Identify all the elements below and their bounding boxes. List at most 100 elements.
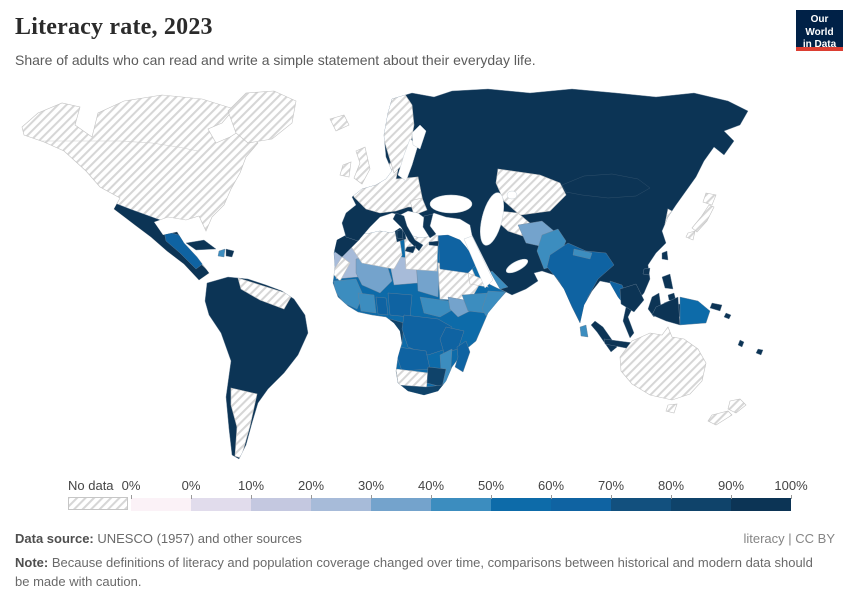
legend-tick-label: 80% <box>657 478 685 493</box>
legend-segment-c6[interactable] <box>431 498 491 511</box>
legend-segment-c11[interactable] <box>731 498 791 511</box>
region-madagascar[interactable] <box>454 340 471 373</box>
legend-no-data[interactable]: No data <box>68 478 128 510</box>
region-taiwan[interactable] <box>661 250 669 261</box>
region-kazakhstan[interactable] <box>495 168 567 216</box>
region-ghana[interactable] <box>375 296 389 316</box>
legend-segment-c8[interactable] <box>551 498 611 511</box>
legend-tick-label: 30% <box>357 478 385 493</box>
region-fiji[interactable] <box>755 348 764 356</box>
legend-tick-label: 100% <box>774 478 808 493</box>
legend-tick <box>251 495 252 499</box>
legend-segment-c3[interactable] <box>251 498 311 511</box>
chart-note-text: Because definitions of literacy and popu… <box>15 555 813 589</box>
region-japan-hokkaido[interactable] <box>702 192 717 206</box>
region-new-zealand-north[interactable] <box>727 398 747 414</box>
legend-tick <box>791 495 792 499</box>
owid-logo-line2: in Data <box>802 39 837 50</box>
region-sri-lanka[interactable] <box>579 324 589 338</box>
license-link[interactable]: literacy | CC BY <box>743 531 835 546</box>
legend-tick <box>491 495 492 499</box>
legend-tick <box>191 495 192 499</box>
region-central-african-republic[interactable] <box>419 296 455 318</box>
region-japan-kyushu[interactable] <box>685 230 696 241</box>
page-title: Literacy rate, 2023 <box>15 14 213 40</box>
region-solomon-islands[interactable] <box>723 312 732 320</box>
legend-tick-label: 90% <box>717 478 745 493</box>
aral-sea <box>506 190 518 200</box>
legend-segment-c2[interactable] <box>191 498 251 511</box>
region-haiti[interactable] <box>217 248 226 258</box>
legend-color-scale: 0% 0% 10% 20% 30% 40% 50% 60% 70% 80% 90… <box>122 478 808 511</box>
region-cuba[interactable] <box>185 239 217 251</box>
region-cote-divoire[interactable] <box>357 292 377 314</box>
region-ireland[interactable] <box>339 161 352 178</box>
region-japan-honshu[interactable] <box>691 204 715 233</box>
legend-tick <box>371 495 372 499</box>
persian-gulf <box>505 258 529 274</box>
legend-segment-c5[interactable] <box>371 498 431 511</box>
region-argentina[interactable] <box>230 387 258 459</box>
data-source: Data source: UNESCO (1957) and other sou… <box>15 531 302 546</box>
region-india[interactable] <box>546 242 615 324</box>
legend-tick <box>431 495 432 499</box>
legend-tick <box>671 495 672 499</box>
legend-segment-c1[interactable] <box>131 498 191 511</box>
region-australia[interactable] <box>619 326 707 401</box>
map-legend: No data 0% 0% 10% 20% 30% 40% 50% 60% 70… <box>68 478 808 518</box>
region-greenland[interactable] <box>227 90 297 144</box>
caspian-sea <box>480 192 504 246</box>
black-sea <box>429 194 473 214</box>
legend-segment-c7[interactable] <box>491 498 551 511</box>
region-western-sahara[interactable] <box>332 256 351 282</box>
region-new-zealand-south[interactable] <box>707 410 733 426</box>
legend-tick-label: 60% <box>537 478 565 493</box>
region-crete[interactable] <box>428 240 440 247</box>
legend-tick-label: 20% <box>297 478 325 493</box>
region-greece[interactable] <box>422 213 437 239</box>
mongolia-border <box>561 173 651 199</box>
legend-tick-labels: 0% 0% 10% 20% 30% 40% 50% 60% 70% 80% 90… <box>122 478 808 495</box>
legend-tick <box>731 495 732 499</box>
legend-tick-label: 0% <box>181 478 201 493</box>
region-united-kingdom[interactable] <box>353 146 371 185</box>
region-balkans-west[interactable] <box>409 197 428 216</box>
world-map <box>0 85 850 470</box>
legend-segment-c10[interactable] <box>671 498 731 511</box>
page-subtitle: Share of adults who can read and write a… <box>15 52 536 68</box>
region-nigeria[interactable] <box>387 292 413 318</box>
region-tasmania[interactable] <box>665 403 678 414</box>
world-map-svg <box>21 88 764 460</box>
region-venezuela-guyanas[interactable] <box>237 277 293 310</box>
owid-logo[interactable]: Our World in Data <box>796 10 843 51</box>
region-sardinia[interactable] <box>396 228 404 240</box>
red-sea <box>463 235 494 289</box>
gulf-of-bothnia <box>411 124 427 150</box>
legend-tick-label: 50% <box>477 478 505 493</box>
legend-tick-label: 70% <box>597 478 625 493</box>
region-dominican-republic[interactable] <box>225 248 235 258</box>
region-hainan[interactable] <box>642 267 651 276</box>
region-borneo[interactable] <box>619 283 645 313</box>
region-nepal[interactable] <box>572 248 593 260</box>
region-south-america[interactable] <box>204 276 309 460</box>
region-iceland[interactable] <box>329 114 350 132</box>
region-vanuatu[interactable] <box>737 339 745 348</box>
region-sicily[interactable] <box>404 245 417 254</box>
legend-segment-c9[interactable] <box>611 498 671 511</box>
us-canada-border <box>28 140 199 152</box>
region-italy[interactable] <box>392 212 424 252</box>
legend-tick <box>611 495 612 499</box>
legend-strip <box>131 495 792 511</box>
region-korea[interactable] <box>664 208 680 233</box>
region-papua-new-guinea-east[interactable] <box>679 296 711 326</box>
region-gabon-congo[interactable] <box>386 318 405 346</box>
region-sumatra[interactable] <box>590 320 618 353</box>
region-drc[interactable] <box>401 314 453 356</box>
region-new-britain[interactable] <box>709 302 723 312</box>
legend-no-data-label: No data <box>68 478 114 493</box>
region-philippines-luzon[interactable] <box>661 273 674 290</box>
region-new-guinea-west[interactable] <box>651 296 681 326</box>
legend-segment-c4[interactable] <box>311 498 371 511</box>
